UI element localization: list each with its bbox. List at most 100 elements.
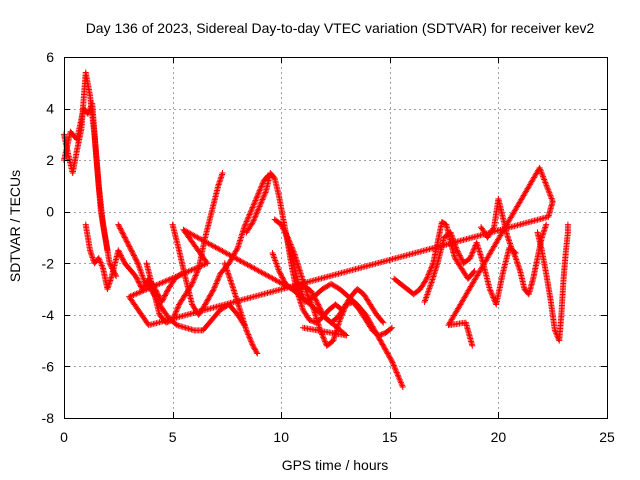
data-point — [133, 257, 140, 264]
data-point — [234, 246, 241, 253]
data-point — [115, 222, 122, 229]
data-point — [251, 216, 258, 223]
data-point — [278, 222, 285, 229]
data-point — [178, 271, 185, 278]
data-point — [153, 282, 160, 289]
data-point — [311, 295, 318, 302]
data-point — [247, 335, 254, 342]
data-point — [383, 349, 390, 356]
x-tick-labels: 0 5 10 15 20 25 — [60, 429, 615, 445]
data-point — [467, 255, 474, 262]
data-point — [544, 185, 551, 192]
data-point — [389, 359, 396, 366]
data-point — [195, 264, 202, 271]
data-point — [315, 301, 322, 308]
data-point — [313, 298, 320, 305]
data-point — [368, 322, 375, 329]
data-point — [455, 249, 462, 256]
data-point — [546, 191, 553, 198]
data-point — [390, 362, 397, 369]
data-point — [468, 252, 475, 259]
data-point — [205, 295, 212, 302]
data-point — [173, 308, 180, 315]
data-point — [129, 249, 136, 256]
data-point — [160, 296, 167, 303]
data-point — [250, 201, 257, 208]
data-point — [252, 211, 259, 218]
data-point — [119, 255, 126, 262]
data-point — [510, 249, 517, 256]
data-point — [175, 302, 182, 309]
data-point — [371, 327, 378, 334]
data-point — [172, 309, 179, 316]
grid-lines — [64, 57, 607, 418]
data-point — [278, 221, 285, 228]
data-point — [366, 318, 373, 325]
data-point — [381, 345, 388, 352]
data-point — [188, 267, 195, 274]
data-point — [85, 109, 92, 116]
data-point — [84, 110, 91, 117]
data-point — [247, 337, 254, 344]
data-point — [393, 369, 400, 376]
data-point — [279, 274, 286, 281]
data-point — [541, 176, 548, 183]
data-point — [121, 234, 128, 241]
data-point — [539, 172, 546, 179]
data-point — [262, 189, 269, 196]
data-point — [171, 274, 178, 281]
data-point — [391, 363, 398, 370]
data-point — [396, 376, 403, 383]
data-point — [423, 275, 430, 282]
data-point — [194, 264, 201, 271]
data-point — [256, 203, 263, 210]
data-point — [376, 336, 383, 343]
data-point — [379, 318, 386, 325]
data-point — [309, 318, 316, 325]
data-point — [470, 269, 477, 276]
data-point — [249, 219, 256, 226]
data-point — [320, 334, 327, 341]
data-point — [213, 279, 220, 286]
data-point — [250, 344, 257, 351]
data-point — [541, 177, 548, 184]
data-point — [469, 249, 476, 256]
data-point — [159, 279, 166, 286]
data-point — [316, 304, 323, 311]
data-point — [395, 373, 402, 380]
data-point — [198, 262, 205, 269]
data-point — [382, 346, 389, 353]
data-point — [134, 290, 141, 297]
data-point — [107, 261, 114, 268]
data-point — [134, 277, 141, 284]
data-point — [120, 231, 127, 238]
data-point — [246, 334, 253, 341]
data-point — [172, 321, 179, 328]
data-point — [373, 329, 380, 336]
data-point — [310, 292, 317, 299]
data-point — [248, 338, 255, 345]
data-point — [487, 287, 494, 294]
data-point — [219, 170, 226, 177]
data-point — [169, 275, 176, 282]
data-point — [377, 337, 384, 344]
data-point — [130, 251, 137, 258]
y-tick-label: 0 — [46, 204, 54, 220]
data-point — [115, 247, 122, 254]
data-point — [246, 211, 253, 218]
data-point — [191, 275, 198, 282]
x-axis-label: GPS time / hours — [282, 457, 389, 473]
data-point — [257, 200, 264, 207]
data-point — [261, 192, 268, 199]
data-point — [186, 267, 193, 274]
data-point — [137, 288, 144, 295]
data-point — [487, 288, 494, 295]
data-point — [540, 173, 547, 180]
data-point — [122, 235, 129, 242]
data-point — [140, 287, 147, 294]
data-point — [241, 222, 248, 229]
data-point — [174, 305, 181, 312]
data-point — [489, 293, 496, 300]
data-point — [537, 166, 544, 173]
x-tick-label: 5 — [169, 429, 177, 445]
